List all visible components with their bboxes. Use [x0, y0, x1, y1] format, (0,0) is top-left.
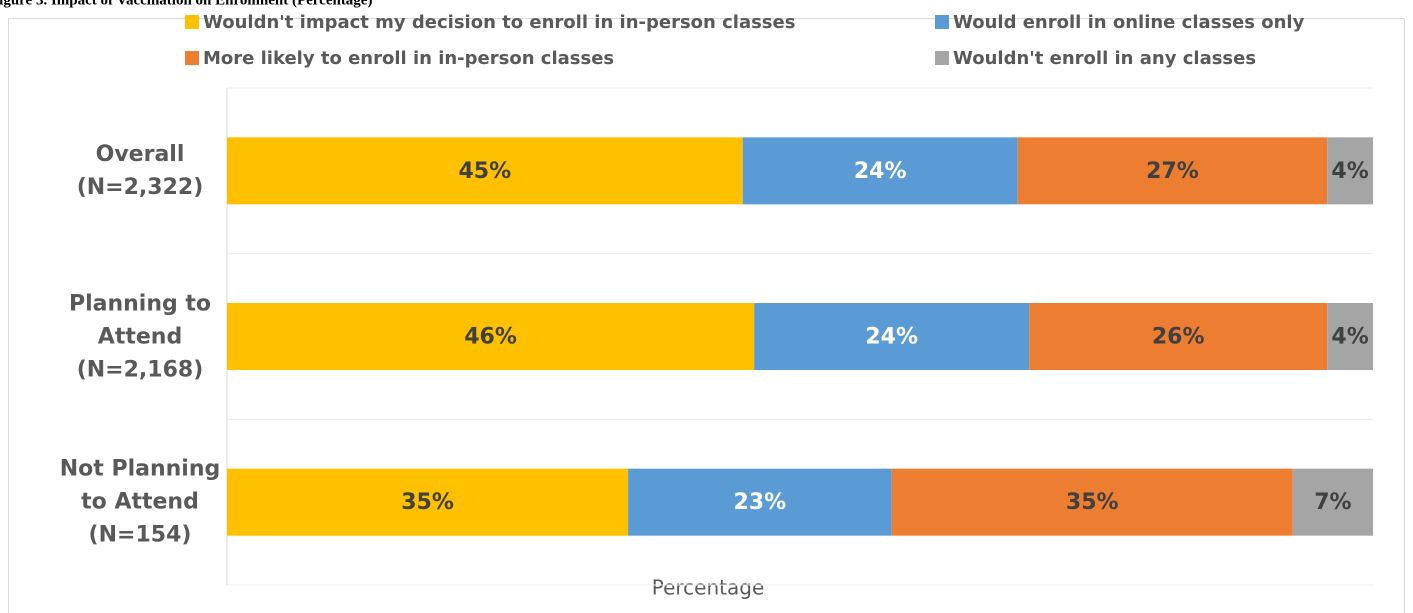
bar: [1292, 468, 1373, 536]
bar: [227, 137, 743, 205]
legend-label: Would enroll in online classes only: [953, 12, 1305, 33]
bar: [1327, 137, 1373, 205]
bar: [1327, 303, 1373, 370]
legend-swatch: [185, 15, 199, 29]
bar: [742, 137, 1018, 205]
bar: [227, 303, 755, 370]
bar: [891, 468, 1293, 536]
data-label: 24%: [865, 325, 918, 350]
bar: [754, 303, 1030, 370]
data-label: 45%: [459, 159, 512, 184]
legend-label: Wouldn't impact my decision to enroll in…: [203, 12, 795, 33]
chart-frame: [8, 18, 1405, 613]
legend-label: Wouldn't enroll in any classes: [953, 48, 1256, 69]
data-label: 27%: [1146, 159, 1199, 184]
bar: [227, 468, 629, 536]
legend-swatch: [935, 51, 949, 65]
data-label: 26%: [1152, 325, 1205, 350]
data-label: 46%: [464, 325, 517, 350]
bar: [1029, 303, 1328, 370]
legend-swatch: [185, 51, 199, 65]
y-tick-label: Overall (N=2,322): [76, 141, 204, 200]
chart-title: Figure 3. Impact of Vaccination on Enrol…: [0, 0, 372, 8]
legend-swatch: [935, 15, 949, 29]
y-tick-label: Not Planning to Attend (N=154): [59, 456, 221, 548]
data-label: 23%: [734, 490, 787, 515]
data-label: 4%: [1331, 325, 1368, 350]
legend-label: More likely to enroll in in-person class…: [203, 48, 614, 69]
x-axis-label: Percentage: [652, 576, 765, 600]
data-label: 4%: [1331, 159, 1368, 184]
y-tick-label: Planning to Attend (N=2,168): [68, 291, 212, 382]
data-label: 35%: [401, 490, 454, 515]
data-label: 35%: [1066, 490, 1119, 515]
bar: [1017, 137, 1328, 205]
bar: [628, 468, 892, 536]
data-label: 7%: [1314, 490, 1351, 515]
data-label: 24%: [854, 159, 907, 184]
